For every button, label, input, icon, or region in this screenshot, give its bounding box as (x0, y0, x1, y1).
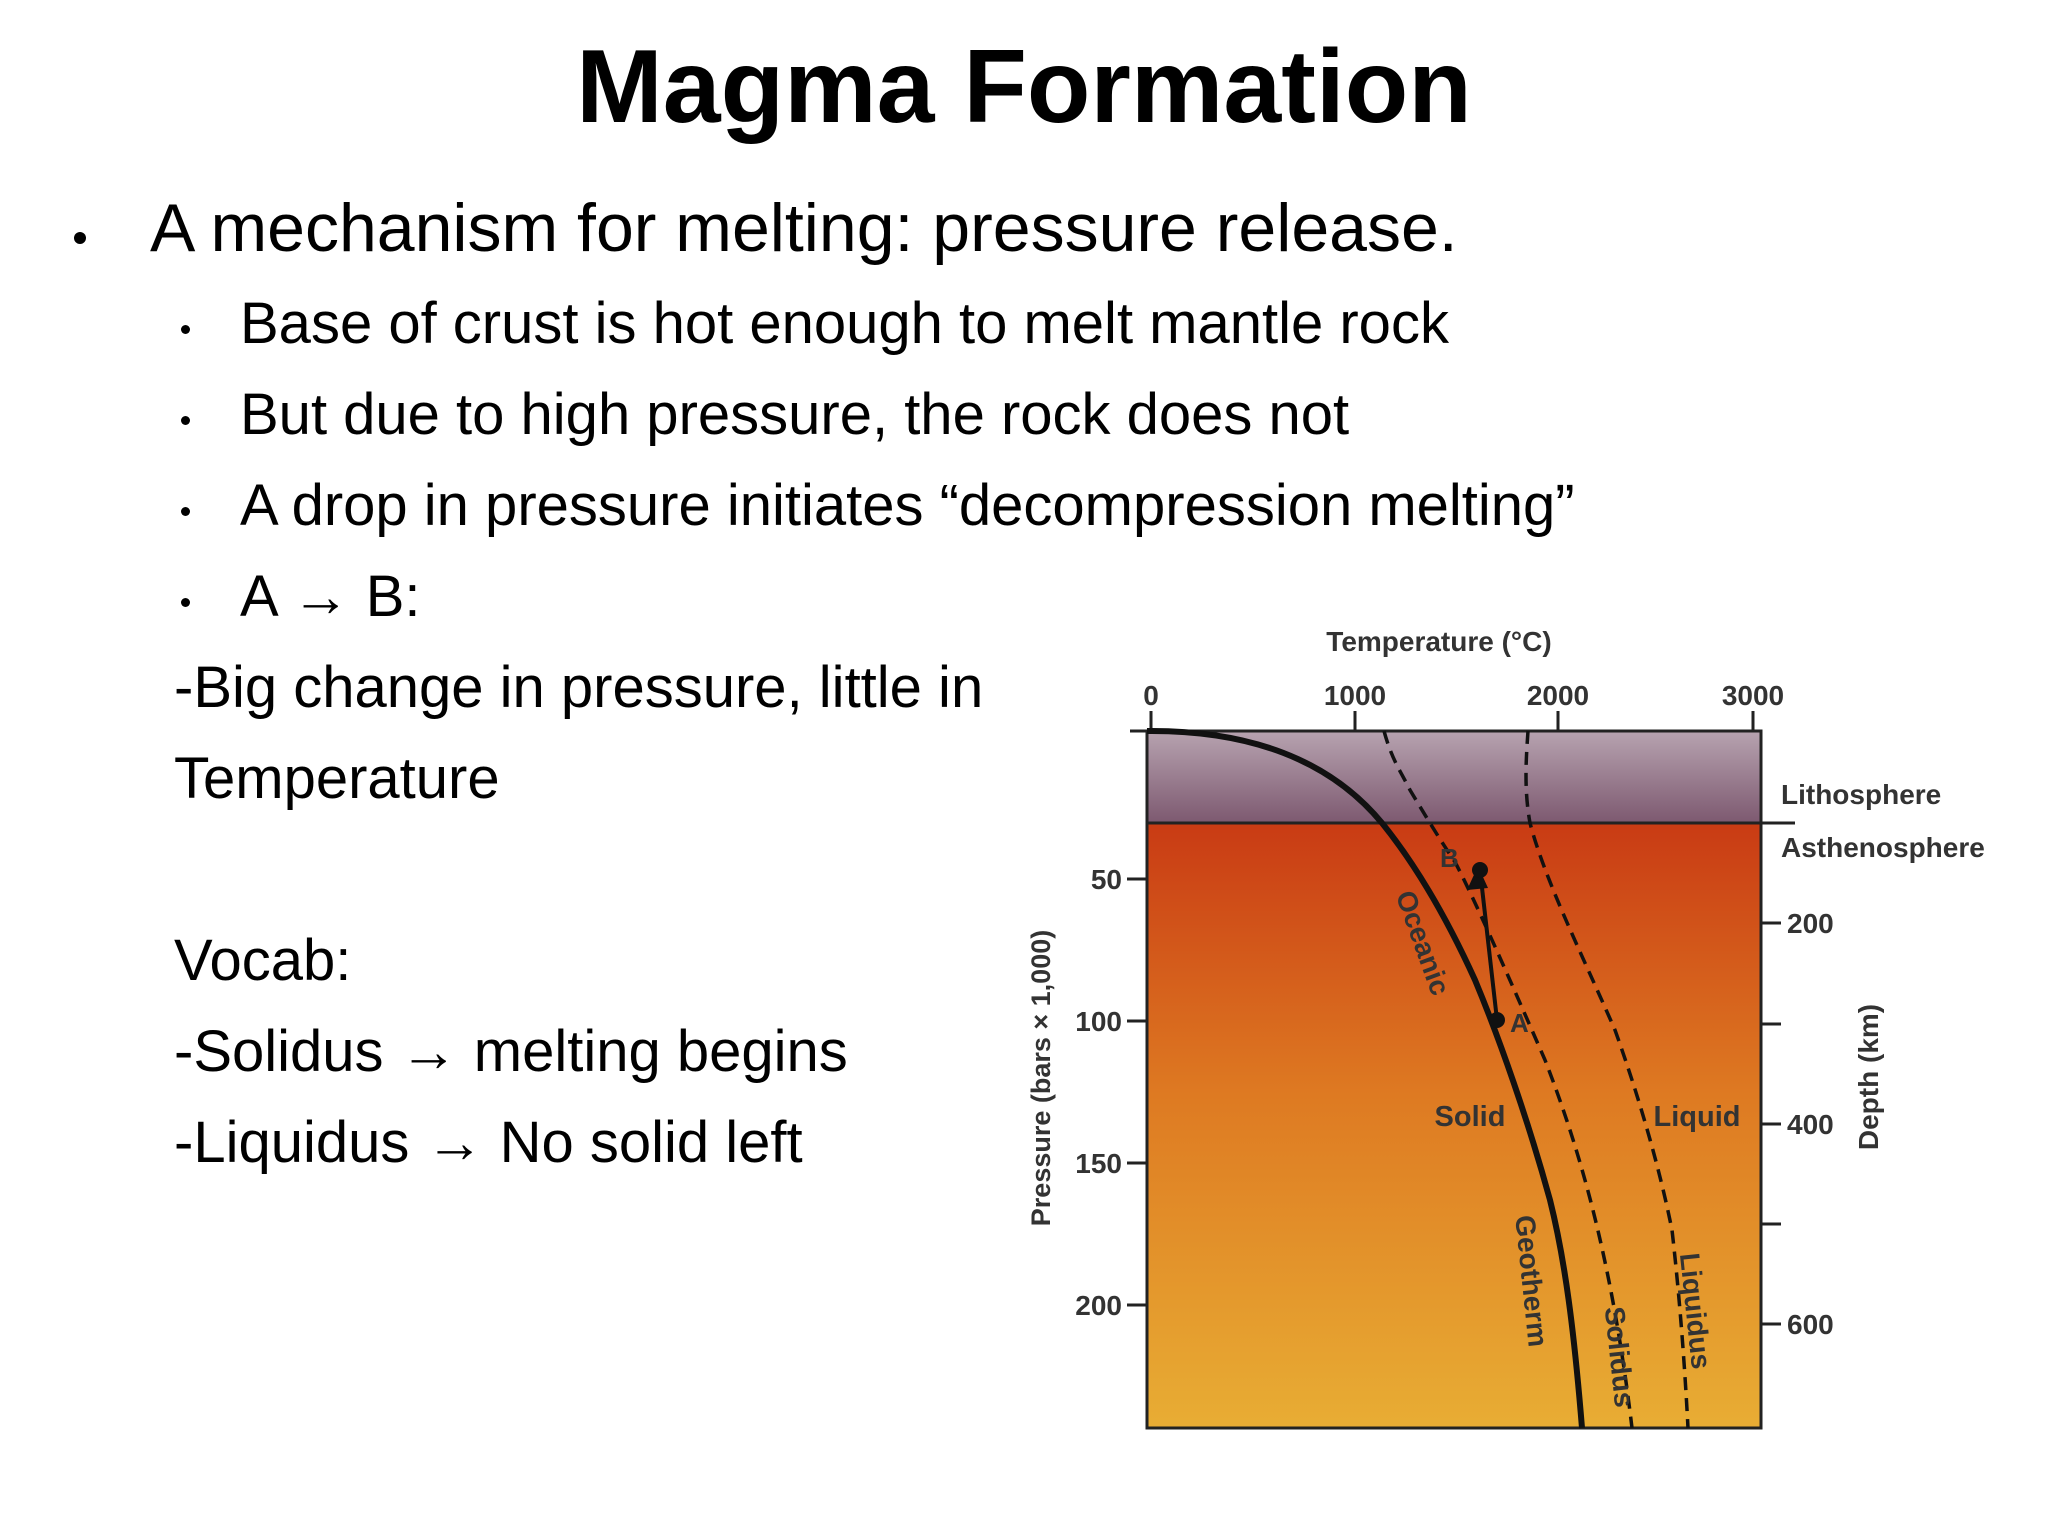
liquidus-curve (1524, 730, 1690, 1429)
sub-bullet-text: A → B: (240, 564, 421, 629)
top-axis-title: Temperature (°C) (1326, 626, 1551, 657)
left-tick-label: 100 (1075, 1006, 1122, 1037)
right-axis-title: Depth (km) (1853, 1004, 1884, 1150)
left-tick-label: 200 (1075, 1290, 1122, 1321)
decompression-arrow (1478, 869, 1499, 1021)
point-a-label: A (1510, 1008, 1529, 1038)
vocab-heading: Vocab: (174, 928, 352, 993)
note-line: -Big change in pressure, little in (174, 655, 984, 720)
top-tick-label: 1000 (1324, 680, 1386, 711)
point-b-label: B (1440, 843, 1459, 873)
note-line: Temperature (174, 746, 500, 811)
top-tick-label: 0 (1143, 680, 1159, 711)
left-tick-label: 50 (1091, 864, 1122, 895)
point-a-marker (1489, 1012, 1505, 1028)
geotherm-curve (1146, 727, 1585, 1429)
bullet-dot (181, 416, 190, 425)
liquid-region-label: Liquid (1654, 1101, 1741, 1133)
right-tick-label: 200 (1787, 908, 1834, 939)
vocab-item-solidus: -Solidus → melting begins (174, 1019, 848, 1084)
vocab-item-liquidus: -Liquidus → No solid left (174, 1110, 803, 1175)
bullet-dot (181, 598, 190, 607)
sub-bullet-text: But due to high pressure, the rock does … (240, 382, 1350, 447)
top-tick-label: 2000 (1527, 680, 1589, 711)
left-tick-label: 150 (1075, 1148, 1122, 1179)
asthenosphere-band (1147, 823, 1761, 1428)
bullet-dot (181, 507, 190, 516)
main-bullet-text: A mechanism for melting: pressure releas… (150, 190, 1458, 266)
right-tick-label: 600 (1787, 1309, 1834, 1340)
solid-region-label: Solid (1435, 1101, 1506, 1133)
lithosphere-band (1147, 731, 1761, 823)
left-axis-title: Pressure (bars × 1,000) (1026, 930, 1056, 1226)
bullet-dot (181, 325, 190, 334)
bullet-dot (74, 232, 86, 244)
point-b-marker (1472, 862, 1488, 878)
slide-title: Magma Formation (576, 29, 1472, 145)
lithosphere-label: Lithosphere (1781, 779, 1941, 810)
sub-bullet-text: A drop in pressure initiates “decompress… (240, 473, 1575, 538)
sub-bullet-text: Base of crust is hot enough to melt mant… (240, 291, 1449, 356)
solidus-curve (1382, 730, 1634, 1429)
right-tick-label: 400 (1787, 1109, 1834, 1140)
top-tick-label: 3000 (1722, 680, 1784, 711)
decompression-arrowhead (1467, 866, 1488, 890)
asthenosphere-label: Asthenosphere (1781, 832, 1985, 863)
